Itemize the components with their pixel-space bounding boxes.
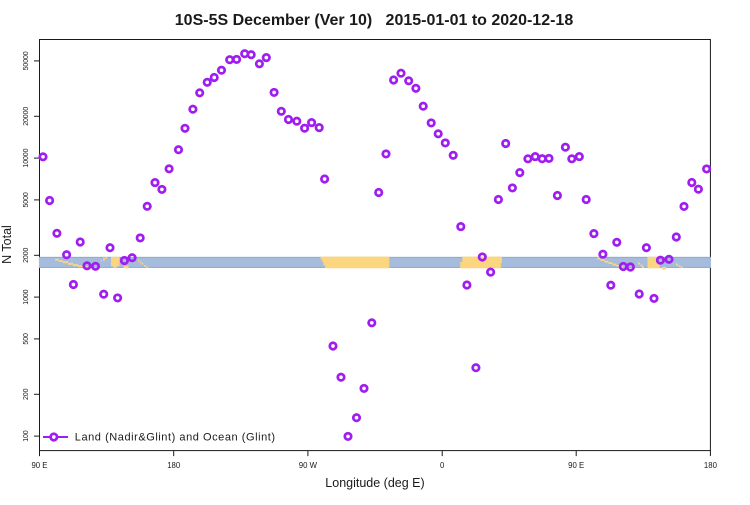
svg-text:0: 0 [440,461,445,470]
svg-text:50000: 50000 [23,51,30,70]
svg-text:N Total: N Total [0,225,14,264]
svg-text:Longitude (deg E): Longitude (deg E) [325,476,424,490]
svg-text:5000: 5000 [23,192,30,207]
svg-text:Land (Nadir&Glint) and Ocean (: Land (Nadir&Glint) and Ocean (Glint) [75,432,276,444]
svg-text:500: 500 [23,333,30,345]
svg-text:2000: 2000 [23,248,30,263]
svg-text:20000: 20000 [23,107,30,126]
svg-text:90 W: 90 W [299,461,318,470]
svg-text:90 E: 90 E [31,461,47,470]
svg-text:1000: 1000 [23,289,30,304]
svg-text:10S-5S December (Ver 10) 201: 10S-5S December (Ver 10) 2015-01-01 to 2… [175,12,574,29]
svg-text:200: 200 [23,388,30,400]
svg-text:180: 180 [167,461,181,470]
svg-text:180: 180 [704,461,718,470]
svg-text:10000: 10000 [23,148,30,167]
svg-text:100: 100 [23,430,30,442]
svg-text:90 E: 90 E [568,461,584,470]
